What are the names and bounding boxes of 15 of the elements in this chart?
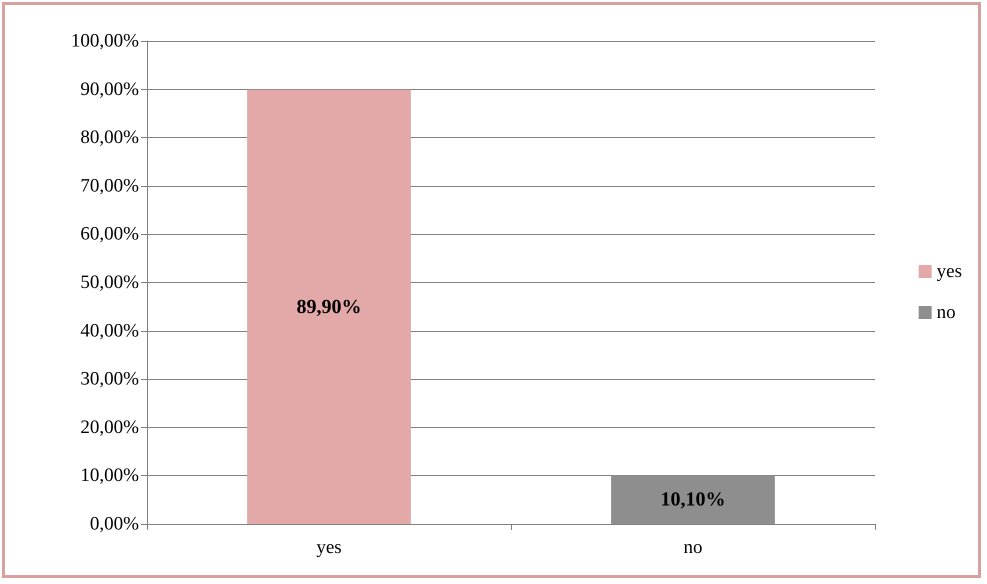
data-label: 10,10%: [660, 488, 726, 511]
legend-label: yes: [936, 261, 962, 282]
legend-label: no: [936, 302, 956, 323]
y-tick-label: 10,00%: [80, 465, 140, 486]
y-tick-label: 30,00%: [80, 368, 140, 390]
y-tick-label: 40,00%: [80, 320, 140, 342]
y-tick-label: 80,00%: [80, 127, 140, 148]
y-tick-label: 20,00%: [80, 416, 140, 438]
y-tick-label: 70,00%: [80, 175, 140, 196]
y-tick-label: 100,00%: [70, 30, 140, 52]
y-tick-label: 90,00%: [80, 78, 140, 100]
y-tick-label: 50,00%: [80, 272, 140, 293]
y-tick-label: 0,00%: [90, 514, 140, 534]
data-label: 89,90%: [296, 296, 362, 318]
y-tick-label: 60,00%: [80, 224, 140, 245]
